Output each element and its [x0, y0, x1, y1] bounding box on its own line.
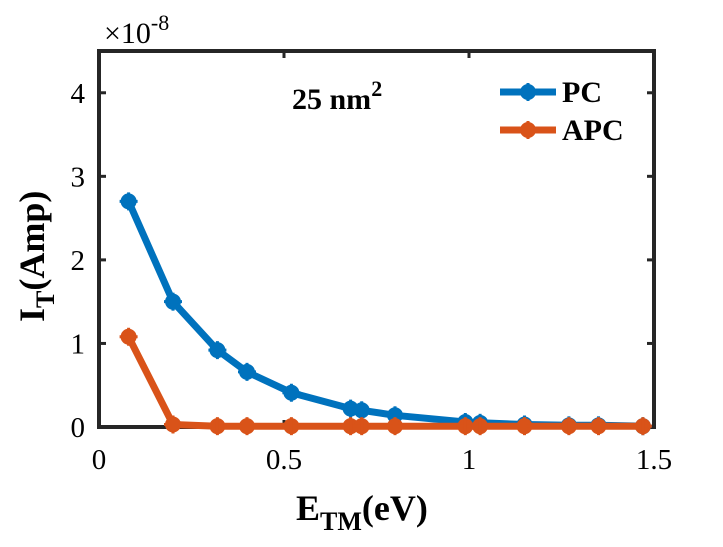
data-point-pc [208, 341, 227, 360]
x-tick-label: 1.5 [636, 444, 672, 476]
y-tick-label: 0 [71, 412, 86, 444]
x-axis-label-sub: TM [320, 507, 362, 536]
y-tick-label: 3 [71, 161, 86, 193]
data-point-pc [119, 192, 138, 211]
data-point-apc [456, 417, 475, 436]
data-point-apc [589, 417, 608, 436]
area-annotation: 25 nm2 [292, 76, 382, 116]
data-point-apc [515, 417, 534, 436]
y-axis-label-rest: (Amp) [12, 191, 52, 291]
y-tick-label: 2 [71, 245, 86, 277]
y-multiplier-exponent: -8 [151, 10, 169, 35]
data-point-apc [164, 415, 182, 434]
data-point-apc [471, 417, 490, 436]
data-point-pc [282, 383, 301, 402]
x-tick-label: 0.5 [266, 444, 302, 476]
legend: PC APC [500, 76, 624, 147]
series-pc [119, 192, 652, 436]
legend-marker [519, 121, 537, 139]
x-tick-label: 0 [92, 444, 107, 476]
legend-item-pc: PC [500, 76, 602, 109]
series-line-pc [125, 197, 647, 430]
y-tick-label: 4 [71, 78, 86, 110]
legend-label: APC [562, 114, 624, 147]
data-point-apc [633, 417, 652, 436]
y-tick-label: 1 [71, 328, 86, 360]
data-point-apc [282, 417, 301, 436]
x-tick-label: 1 [462, 444, 477, 476]
area-annotation-sup: 2 [371, 76, 382, 101]
y-axis-label: IT(Amp) [12, 191, 60, 322]
series-apc [119, 327, 652, 436]
x-axis-label-rest: (eV) [362, 488, 428, 528]
legend-label: PC [562, 76, 602, 109]
legend-item-apc: APC [500, 114, 624, 147]
x-axis-label: ETM(eV) [296, 488, 428, 536]
y-multiplier: ×10-8 [104, 10, 169, 50]
data-point-apc [208, 417, 227, 436]
y-axis-label-sub: T [31, 291, 60, 308]
legend-marker [519, 83, 537, 101]
data-point-apc [559, 417, 578, 436]
data-point-pc [164, 292, 182, 311]
data-point-apc [238, 417, 256, 436]
data-point-apc [352, 417, 371, 436]
data-point-apc [119, 327, 138, 346]
data-point-pc [238, 362, 256, 381]
ticks: 0 0.5 1 1.5 0 1 2 3 4 [71, 51, 672, 476]
data-point-apc [386, 417, 404, 436]
series-layer [119, 192, 652, 436]
